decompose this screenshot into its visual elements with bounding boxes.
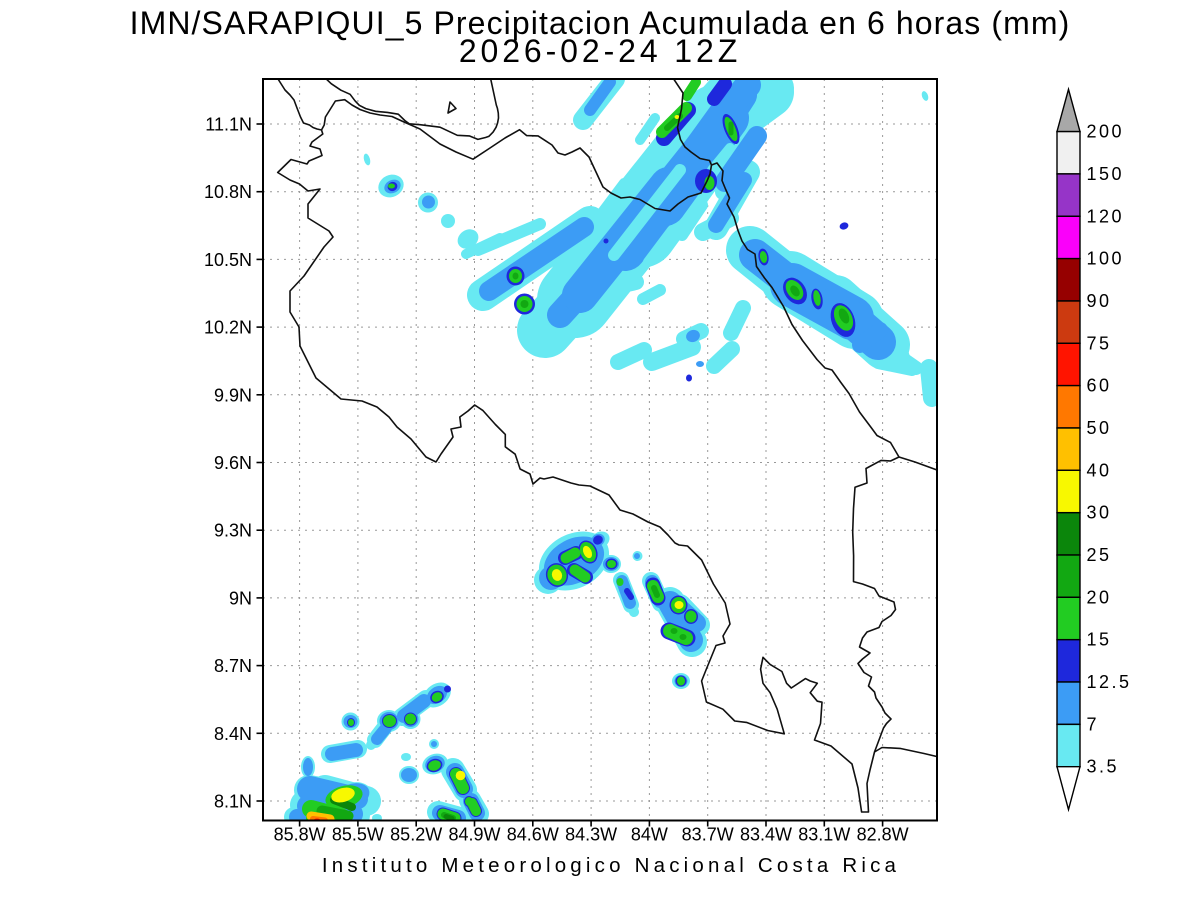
svg-text:Instituto Meteorologico Nacion: Instituto Meteorologico Nacional Costa R… (322, 854, 900, 877)
svg-text:150: 150 (1087, 164, 1125, 184)
svg-text:60: 60 (1087, 376, 1112, 396)
svg-text:8.1N: 8.1N (214, 792, 252, 812)
svg-text:100: 100 (1087, 249, 1125, 269)
svg-text:10.8N: 10.8N (204, 182, 252, 202)
svg-text:3.5: 3.5 (1087, 757, 1120, 777)
svg-text:9.9N: 9.9N (214, 385, 252, 405)
svg-text:12.5: 12.5 (1087, 672, 1132, 692)
svg-text:82.8W: 82.8W (857, 825, 909, 845)
svg-text:85.5W: 85.5W (332, 825, 384, 845)
svg-text:7: 7 (1087, 714, 1100, 734)
svg-text:84.6W: 84.6W (507, 825, 559, 845)
svg-text:120: 120 (1087, 206, 1125, 226)
svg-text:20: 20 (1087, 587, 1112, 607)
svg-text:200: 200 (1087, 122, 1125, 142)
svg-text:25: 25 (1087, 545, 1112, 565)
svg-text:8.7N: 8.7N (214, 656, 252, 676)
svg-text:8.4N: 8.4N (214, 724, 252, 744)
svg-text:84.9W: 84.9W (448, 825, 500, 845)
svg-text:40: 40 (1087, 460, 1112, 480)
svg-text:84W: 84W (631, 825, 668, 845)
svg-text:83.1W: 83.1W (798, 825, 850, 845)
svg-text:85.8W: 85.8W (274, 825, 326, 845)
svg-text:85.2W: 85.2W (390, 825, 442, 845)
svg-text:50: 50 (1087, 418, 1112, 438)
svg-text:9.6N: 9.6N (214, 453, 252, 473)
svg-text:10.2N: 10.2N (204, 318, 252, 338)
svg-text:83.7W: 83.7W (682, 825, 734, 845)
svg-text:9.3N: 9.3N (214, 521, 252, 541)
svg-text:15: 15 (1087, 630, 1112, 650)
svg-text:11.1N: 11.1N (205, 115, 252, 135)
svg-text:84.3W: 84.3W (565, 825, 617, 845)
svg-text:83.4W: 83.4W (740, 825, 792, 845)
svg-text:2026-02-24 12Z: 2026-02-24 12Z (459, 33, 741, 69)
svg-text:IMN/SARAPIQUI_5 Precipitacion: IMN/SARAPIQUI_5 Precipitacion Acumulada … (130, 5, 1071, 41)
svg-text:75: 75 (1087, 333, 1112, 353)
svg-text:10.5N: 10.5N (204, 250, 252, 270)
svg-text:30: 30 (1087, 503, 1112, 523)
svg-text:90: 90 (1087, 291, 1112, 311)
svg-text:9N: 9N (229, 588, 252, 608)
